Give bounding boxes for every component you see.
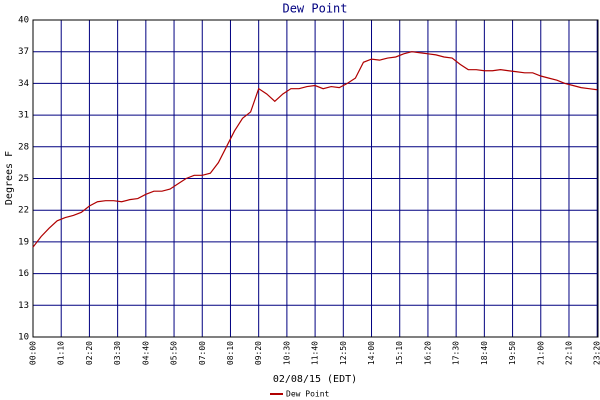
x-tick-label: 03:30: [113, 341, 122, 365]
x-tick-label: 14:00: [367, 341, 376, 365]
x-tick-label: 02:20: [85, 341, 94, 365]
y-tick-label: 28: [18, 142, 29, 152]
x-tick-label: 10:30: [282, 341, 291, 365]
y-tick-label: 13: [18, 301, 29, 311]
y-tick-label: 16: [18, 269, 29, 279]
x-tick-label: 09:20: [254, 341, 263, 365]
x-tick-label: 08:10: [226, 341, 235, 365]
x-tick-label: 07:00: [198, 341, 207, 365]
chart-title: Dew Point: [282, 2, 347, 16]
x-tick-label: 11:40: [311, 341, 320, 365]
y-tick-label: 22: [18, 206, 29, 216]
plot-frame: [32, 19, 599, 338]
x-tick-label: 16:20: [423, 341, 432, 365]
x-tick-label: 00:00: [29, 341, 38, 365]
x-tick-label: 18:40: [480, 341, 489, 365]
x-tick-label: 23:20: [593, 341, 600, 365]
data-line: [32, 51, 598, 248]
x-tick-label: 21:00: [536, 341, 545, 365]
x-tick-label: 01:10: [57, 341, 66, 365]
y-tick-label: 40: [18, 16, 29, 26]
y-axis-label: Degrees F: [4, 151, 15, 205]
x-tick-label: 22:10: [564, 341, 573, 365]
x-axis-label: 02/08/15 (EDT): [273, 374, 357, 385]
y-tick-label: 25: [18, 174, 29, 184]
legend-label: Dew Point: [286, 390, 330, 399]
y-tick-label: 19: [18, 237, 29, 247]
x-tick-label: 12:50: [339, 341, 348, 365]
x-tick-label: 05:50: [170, 341, 179, 365]
x-tick-label: 04:40: [141, 341, 150, 365]
x-tick-label: 19:50: [508, 341, 517, 365]
y-tick-label: 37: [18, 47, 29, 57]
y-tick-label: 10: [18, 333, 29, 343]
x-tick-label: 17:30: [452, 341, 461, 365]
y-tick-label: 34: [18, 79, 29, 89]
y-tick-label: 31: [18, 111, 29, 121]
x-tick-label: 15:10: [395, 341, 404, 365]
